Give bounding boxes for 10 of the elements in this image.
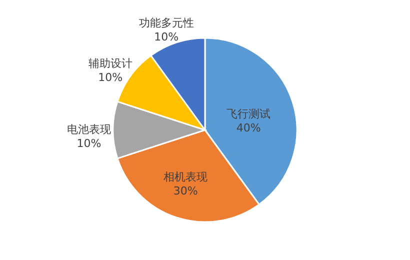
slice-label: 飞行测试 [226, 108, 271, 121]
data-label: 10% [76, 137, 102, 150]
slice-label: 相机表现 [164, 170, 208, 184]
data-label: 10% [154, 30, 179, 44]
data-label: 40% [236, 122, 261, 135]
slice-label: 功能多元性 [138, 16, 194, 30]
data-label: 30% [173, 184, 198, 198]
slice-label: 辅助设计 [88, 57, 132, 70]
data-label: 10% [98, 71, 123, 84]
slice-label: 电池表现 [67, 123, 111, 136]
